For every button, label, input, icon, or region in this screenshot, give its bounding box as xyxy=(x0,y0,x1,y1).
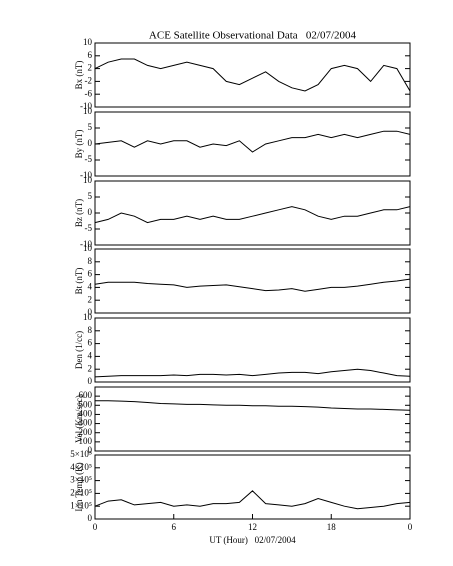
y-tick-label: 0 xyxy=(88,445,93,455)
panel-frame xyxy=(94,111,411,177)
y-tick-label: 2 xyxy=(88,294,93,304)
y-tick-label: 0 xyxy=(88,307,93,317)
y-tick-label: 6 xyxy=(88,338,93,348)
y-tick-label: 6 xyxy=(88,50,93,60)
y-tick-label: 10 xyxy=(83,106,93,116)
y-axis-label: Den (1/cc) xyxy=(74,331,84,369)
y-tick-label: 200 xyxy=(79,427,93,437)
y-tick-label: 5×10⁵ xyxy=(70,449,92,459)
y-tick-label: 2 xyxy=(88,63,93,73)
y-tick-label: -5 xyxy=(85,154,93,164)
y-tick-label: 2×10⁵ xyxy=(70,487,92,497)
y-tick-label: 8 xyxy=(88,325,93,335)
y-tick-label: 0 xyxy=(88,513,93,523)
y-tick-label: 10 xyxy=(83,243,93,253)
panel-frame xyxy=(94,42,411,108)
y-tick-label: -6 xyxy=(85,88,93,98)
y-tick-label: 10 xyxy=(83,312,93,322)
y-tick-label: -2 xyxy=(85,75,93,85)
y-tick-label: 6 xyxy=(88,269,93,279)
data-line xyxy=(94,278,411,292)
x-axis-label: UT (Hour) 02/07/2004 xyxy=(209,535,296,545)
y-tick-label: 10 xyxy=(83,175,93,185)
y-tick-label: 500 xyxy=(79,399,93,409)
data-line xyxy=(94,58,411,92)
y-axis-label: Bx (nT) xyxy=(74,61,84,90)
y-tick-label: 400 xyxy=(79,408,93,418)
x-tick-label: 12 xyxy=(248,522,257,532)
chart-title: ACE Satellite Observational Data 02/07/2… xyxy=(149,30,357,42)
x-tick-label: 0 xyxy=(408,522,413,532)
y-axis-label: Vel (Km/sec) xyxy=(74,395,84,443)
y-tick-label: 5 xyxy=(88,122,93,132)
data-line xyxy=(94,368,411,378)
y-tick-label: 3×10⁵ xyxy=(70,475,92,485)
y-axis-label: By (nT) xyxy=(74,130,84,159)
x-tick-label: 0 xyxy=(93,522,98,532)
x-tick-label: 18 xyxy=(327,522,337,532)
y-tick-label: 1×10⁵ xyxy=(70,500,92,510)
y-tick-label: 0 xyxy=(88,138,93,148)
y-tick-label: 600 xyxy=(79,390,93,400)
panel-frame xyxy=(94,317,411,383)
y-tick-label: 8 xyxy=(88,256,93,266)
y-tick-label: 4 xyxy=(88,350,93,360)
panel-frame xyxy=(94,386,411,452)
data-line xyxy=(95,400,411,411)
y-axis-label: Bz (nT) xyxy=(74,199,84,227)
y-tick-label: -5 xyxy=(85,223,93,233)
panel-frame xyxy=(94,248,411,314)
y-tick-label: 5 xyxy=(88,191,93,201)
y-axis-label: Ion Temp (K) xyxy=(74,462,84,511)
y-tick-label: 10 xyxy=(83,37,93,47)
y-tick-label: 4 xyxy=(88,281,93,291)
y-tick-label: 4×10⁵ xyxy=(70,462,92,472)
panel-frame xyxy=(94,454,411,520)
data-line xyxy=(94,206,411,224)
y-tick-label: 2 xyxy=(88,363,93,373)
y-tick-label: 300 xyxy=(79,418,93,428)
panel-frame xyxy=(94,180,411,246)
y-tick-label: 100 xyxy=(79,436,93,446)
data-line xyxy=(94,490,411,510)
y-axis-label: Bt (nT) xyxy=(74,268,84,295)
y-tick-label: -10 xyxy=(80,101,92,111)
y-tick-label: -10 xyxy=(80,239,92,249)
y-tick-label: 0 xyxy=(88,376,93,386)
data-line xyxy=(94,130,411,153)
y-tick-label: -10 xyxy=(80,170,92,180)
x-tick-label: 6 xyxy=(172,522,177,532)
y-tick-label: 0 xyxy=(88,207,93,217)
